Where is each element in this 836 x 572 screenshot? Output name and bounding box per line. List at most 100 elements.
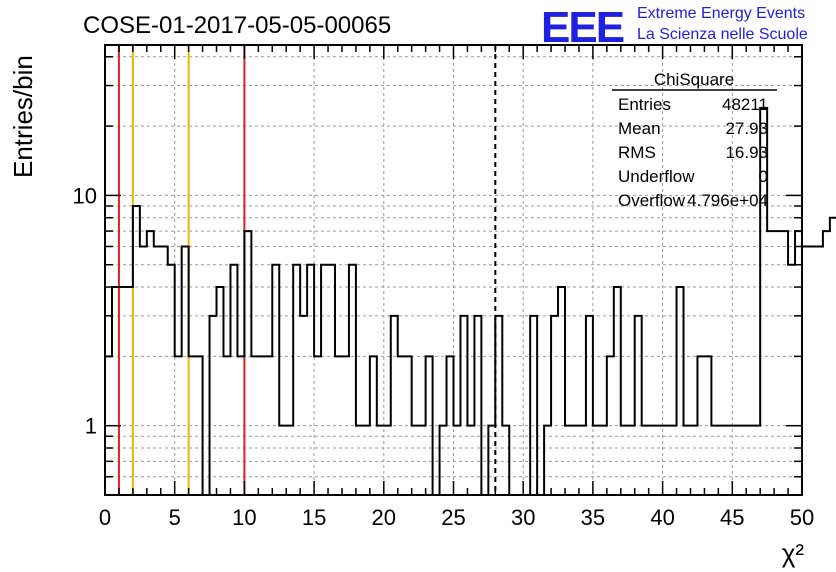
eee-logo: EEE Extreme Energy Events La Scienza nel…	[541, 3, 808, 52]
histogram-bin	[133, 206, 140, 495]
stats-box: ChiSquare Entries 48211 Mean 27.93 RMS 16.93 U…	[612, 70, 777, 210]
histogram-bin	[293, 265, 300, 495]
histogram-bin	[628, 426, 635, 495]
histogram-bin	[342, 356, 349, 495]
histogram-bin	[244, 231, 251, 495]
histogram-bin	[607, 356, 614, 495]
histogram-bin	[447, 356, 454, 495]
stats-title: ChiSquare	[654, 70, 734, 89]
histogram-bin	[454, 426, 461, 495]
histogram-bin	[725, 426, 732, 495]
histogram-bin	[656, 426, 663, 495]
histogram-bin	[711, 426, 718, 495]
histogram-bin	[112, 287, 119, 495]
histogram-bin	[119, 287, 126, 495]
histogram-bin	[230, 265, 237, 495]
stats-rows: Entries 48211 Mean 27.93 RMS 16.93 Underflow 0 O…	[618, 95, 768, 210]
stats-row-value: 48211	[722, 95, 768, 114]
histogram-bin	[426, 356, 433, 495]
histogram-bin	[690, 426, 697, 495]
histogram-bin	[391, 316, 398, 495]
stats-row-label: Underflow	[618, 167, 695, 186]
histogram-bin	[600, 426, 607, 495]
histogram-bin	[474, 316, 481, 495]
histogram-bin	[579, 426, 586, 495]
histogram-bin	[154, 246, 161, 495]
y-tick-labels: 1 10	[73, 183, 97, 438]
x-axis-label: χ²	[782, 538, 805, 568]
histogram-bin	[530, 316, 537, 495]
histogram-bin	[774, 231, 781, 495]
histogram-bin	[140, 246, 147, 495]
histogram-bin	[412, 426, 419, 495]
histogram-bin	[572, 426, 579, 495]
x-tick-labels: 0 5 10 15 20 25 30 35 40 45 50	[99, 505, 814, 530]
histogram-bin	[328, 265, 335, 495]
stats-row-label: Mean	[618, 119, 661, 138]
histogram-bin	[258, 356, 265, 495]
histogram-bin	[697, 356, 704, 495]
histogram-bin	[182, 246, 189, 495]
histogram-bin	[760, 108, 767, 495]
stats-row-label: Entries	[618, 95, 671, 114]
histogram-bin	[753, 426, 760, 495]
histogram-bin	[251, 356, 258, 495]
histogram-bin	[161, 246, 168, 495]
stats-row-value: 27.93	[725, 119, 768, 138]
histogram-bin	[704, 356, 711, 495]
chart-title: COSE-01-2017-05-05-00065	[83, 12, 391, 39]
histogram-bin	[467, 426, 474, 495]
histogram-bin	[502, 426, 509, 495]
x-tick-label: 45	[720, 505, 744, 530]
y-tick-label: 10	[73, 183, 97, 208]
histogram-bin	[614, 287, 621, 495]
histogram-bin	[168, 265, 175, 495]
x-tick-label: 20	[372, 505, 396, 530]
histogram-bin	[795, 231, 802, 495]
histogram-bin	[405, 356, 412, 495]
histogram-bin	[314, 356, 321, 495]
histogram-bin	[460, 316, 467, 495]
histogram-bin	[126, 287, 133, 495]
histogram-bin	[363, 426, 370, 495]
histogram-bin	[335, 356, 342, 495]
x-tick-label: 10	[232, 505, 256, 530]
histogram-bin	[279, 426, 286, 495]
histogram-bin	[307, 265, 314, 495]
x-tick-label: 0	[99, 505, 111, 530]
x-tick-label: 50	[790, 505, 814, 530]
histogram-bin	[384, 426, 391, 495]
histogram-bin	[739, 426, 746, 495]
x-tick-label: 40	[650, 505, 674, 530]
histogram-bin	[802, 246, 809, 495]
histogram-bin	[488, 426, 495, 495]
x-tick-label: 15	[302, 505, 326, 530]
eee-logo-line2: La Scienza nelle Scuole	[637, 26, 808, 43]
histogram-outline	[104, 106, 836, 496]
histogram-bin	[565, 426, 572, 495]
histogram-bin	[635, 316, 642, 495]
y-tick-label: 1	[85, 414, 97, 439]
x-tick-label: 25	[441, 505, 465, 530]
histogram-bin	[265, 356, 272, 495]
histogram-bins	[105, 108, 836, 495]
histogram-bin	[286, 426, 293, 495]
x-tick-label: 5	[169, 505, 181, 530]
histogram-bin	[718, 426, 725, 495]
histogram-bin	[370, 356, 377, 495]
x-tick-label: 35	[581, 505, 605, 530]
histogram-bin	[586, 316, 593, 495]
x-tick-label: 30	[511, 505, 535, 530]
histogram-bin	[210, 316, 217, 495]
eee-logo-line1: Extreme Energy Events	[637, 5, 805, 22]
histogram-bin	[746, 426, 753, 495]
histogram-bin	[272, 265, 279, 495]
histogram-bin	[649, 426, 656, 495]
histogram-bin	[189, 356, 196, 495]
stats-row-value: 4.796e+04	[687, 191, 768, 210]
histogram-bin	[830, 218, 836, 495]
histogram-bin	[621, 426, 628, 495]
histogram-bin	[816, 246, 823, 495]
stats-row-value: 0	[759, 167, 768, 186]
